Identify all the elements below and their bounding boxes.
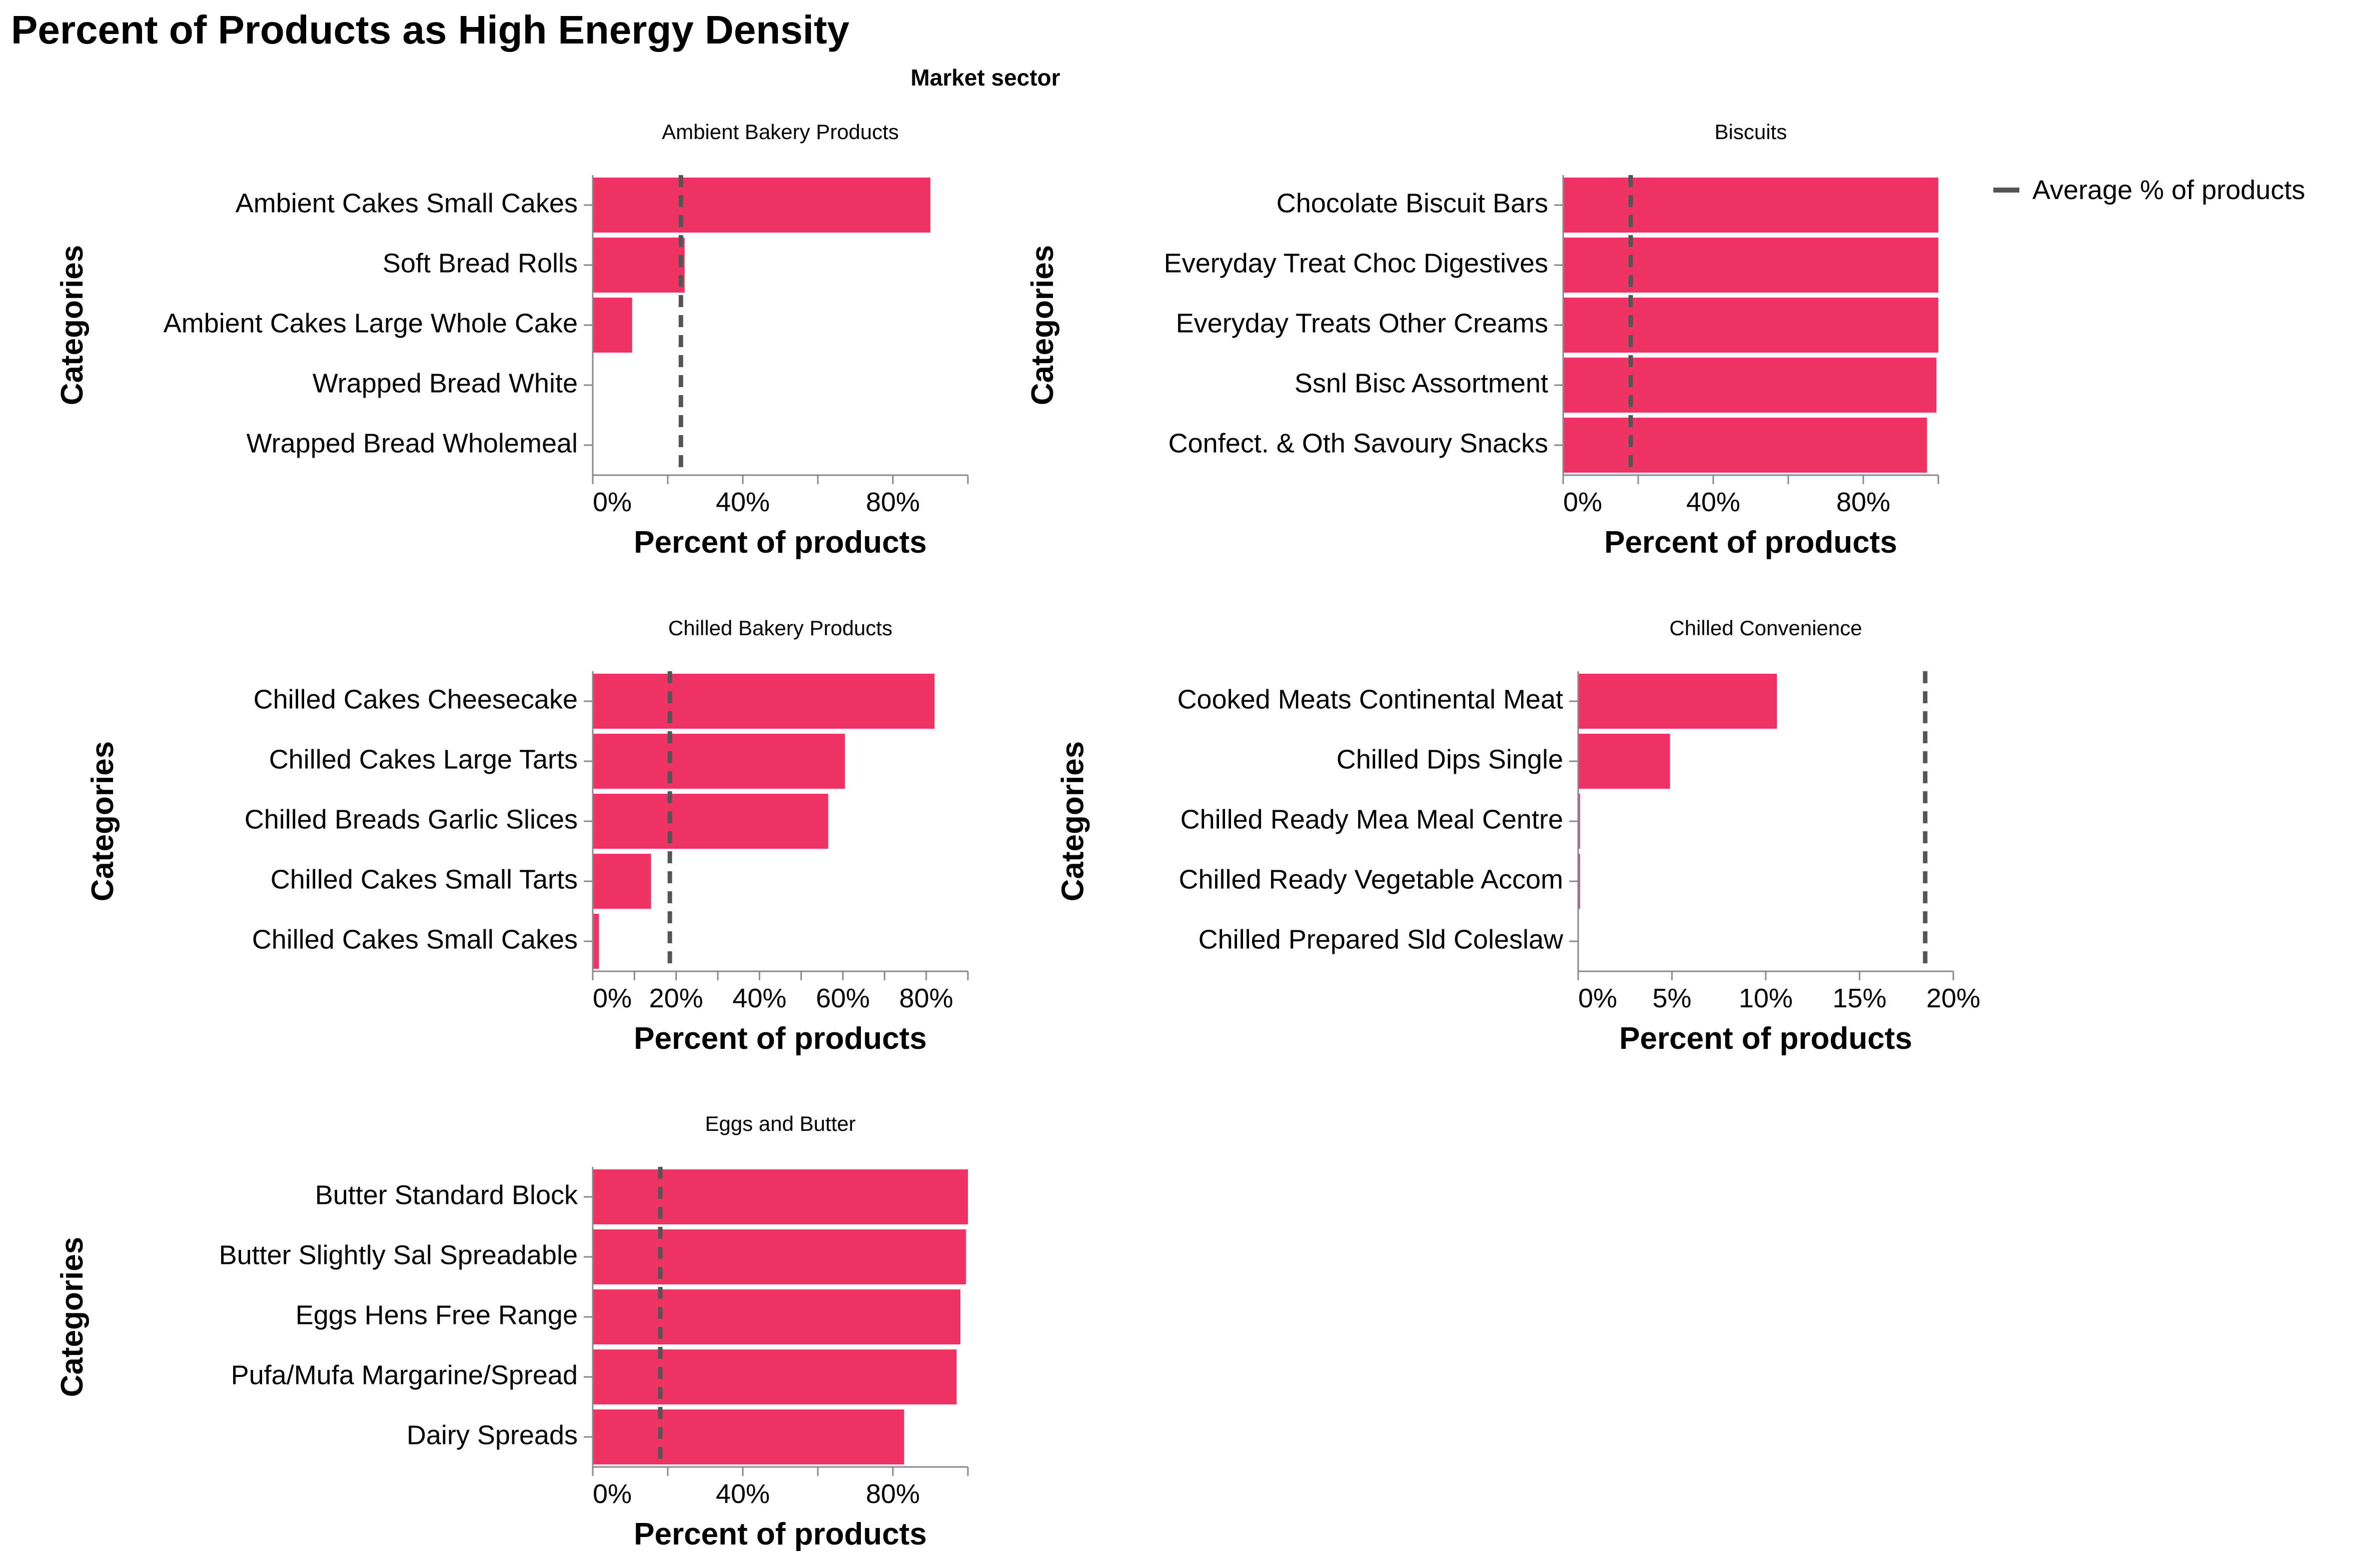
bar <box>1563 358 1937 413</box>
x-tick-label: 80% <box>866 487 920 517</box>
chart-title: Percent of Products as High Energy Densi… <box>11 8 849 52</box>
category-label: Chocolate Biscuit Bars <box>1277 188 1548 218</box>
bar <box>593 734 845 789</box>
category-label: Chilled Cakes Small Tarts <box>271 864 578 894</box>
panel-3: Chilled Convenience Cooked Meats Continen… <box>1056 616 1981 1056</box>
category-label: Ambient Cakes Small Cakes <box>236 188 578 218</box>
bar <box>593 238 685 293</box>
bar <box>593 1409 904 1464</box>
category-label: Butter Standard Block <box>315 1180 578 1210</box>
x-tick-label: 40% <box>716 1479 770 1509</box>
bar <box>593 1349 957 1404</box>
bar <box>593 674 935 729</box>
bar <box>593 298 632 353</box>
bar <box>593 1229 966 1284</box>
bar <box>1578 674 1777 729</box>
panel-title: Ambient Bakery Products <box>662 120 899 144</box>
category-label: Chilled Dips Single <box>1337 744 1563 774</box>
x-axis-title: Percent of products <box>634 1517 927 1551</box>
category-label: Wrapped Bread White <box>313 368 578 398</box>
category-label: Wrapped Bread Wholemeal <box>247 428 578 458</box>
x-tick-label: 40% <box>716 487 770 517</box>
x-axis-title: Percent of products <box>1619 1021 1912 1056</box>
x-tick-label: 10% <box>1739 983 1793 1013</box>
bar <box>1563 238 1938 293</box>
x-tick-label: 0% <box>1578 983 1617 1013</box>
category-label: Eggs Hens Free Range <box>296 1300 578 1330</box>
category-label: Chilled Cakes Cheesecake <box>254 684 578 714</box>
y-axis-title: Categories <box>55 1237 90 1397</box>
x-tick-label: 40% <box>732 983 786 1013</box>
category-label: Confect. & Oth Savoury Snacks <box>1168 428 1548 458</box>
bar <box>1563 298 1938 353</box>
facet-header: Market sector <box>910 65 1060 91</box>
category-label: Chilled Ready Vegetable Accom <box>1179 864 1563 894</box>
legend-label: Average % of products <box>2032 175 2305 205</box>
category-label: Everyday Treat Choc Digestives <box>1164 248 1548 278</box>
category-label: Chilled Breads Garlic Slices <box>245 804 578 834</box>
panel-0: Ambient Bakery Products Ambient Cakes Sma… <box>55 120 969 560</box>
legend: Average % of products <box>1993 173 2305 208</box>
bar <box>593 1169 968 1224</box>
x-tick-label: 0% <box>593 1479 632 1509</box>
x-tick-label: 80% <box>1836 487 1890 517</box>
category-label: Cooked Meats Continental Meat <box>1177 684 1563 714</box>
panel-1: Biscuits Chocolate Biscuit Bars Everyday T… <box>1025 120 1939 560</box>
bar <box>1578 794 1580 849</box>
bar <box>593 794 828 849</box>
x-tick-label: 0% <box>593 983 632 1013</box>
x-tick-label: 60% <box>816 983 870 1013</box>
panel-2: Chilled Bakery Products Chilled Cakes Che… <box>86 616 969 1056</box>
x-tick-label: 20% <box>649 983 703 1013</box>
x-axis-title: Percent of products <box>634 1021 927 1056</box>
x-tick-label: 5% <box>1652 983 1691 1013</box>
bar <box>593 854 651 909</box>
bar <box>1578 734 1670 789</box>
panel-title: Chilled Bakery Products <box>668 616 892 640</box>
legend-rule-icon <box>1993 188 2019 193</box>
x-tick-label: 20% <box>1926 983 1980 1013</box>
y-axis-title: Categories <box>1025 245 1060 405</box>
x-tick-label: 15% <box>1832 983 1886 1013</box>
bar <box>593 1289 960 1344</box>
category-label: Soft Bread Rolls <box>383 248 578 278</box>
x-tick-label: 0% <box>593 487 632 517</box>
panel-title: Eggs and Butter <box>705 1112 855 1135</box>
category-label: Chilled Cakes Large Tarts <box>269 744 578 774</box>
x-tick-label: 40% <box>1686 487 1740 517</box>
category-label: Butter Slightly Sal Spreadable <box>219 1240 578 1270</box>
x-axis-title: Percent of products <box>1604 525 1897 560</box>
y-axis-title: Categories <box>55 245 90 405</box>
category-label: Ssnl Bisc Assortment <box>1295 368 1548 398</box>
category-label: Chilled Prepared Sld Coleslaw <box>1199 924 1564 954</box>
x-tick-label: 80% <box>866 1479 920 1509</box>
category-label: Pufa/Mufa Margarine/Spread <box>231 1360 578 1390</box>
panel-4: Eggs and Butter Butter Standard Block Butt… <box>55 1112 969 1551</box>
x-tick-label: 0% <box>1563 487 1602 517</box>
panel-title: Biscuits <box>1715 120 1787 144</box>
bar <box>1563 178 1938 233</box>
y-axis-title: Categories <box>86 741 120 901</box>
x-axis-title: Percent of products <box>634 525 927 560</box>
category-label: Everyday Treats Other Creams <box>1176 308 1548 338</box>
x-tick-label: 80% <box>899 983 953 1013</box>
category-label: Ambient Cakes Large Whole Cake <box>164 308 578 338</box>
bar <box>593 178 930 233</box>
category-label: Chilled Ready Mea Meal Centre <box>1180 804 1563 834</box>
panel-title: Chilled Convenience <box>1669 616 1862 640</box>
y-axis-title: Categories <box>1056 741 1090 901</box>
bar <box>1578 854 1580 909</box>
category-label: Chilled Cakes Small Cakes <box>252 924 578 954</box>
category-label: Dairy Spreads <box>407 1420 578 1450</box>
bar <box>1563 418 1927 473</box>
bar <box>593 914 599 969</box>
